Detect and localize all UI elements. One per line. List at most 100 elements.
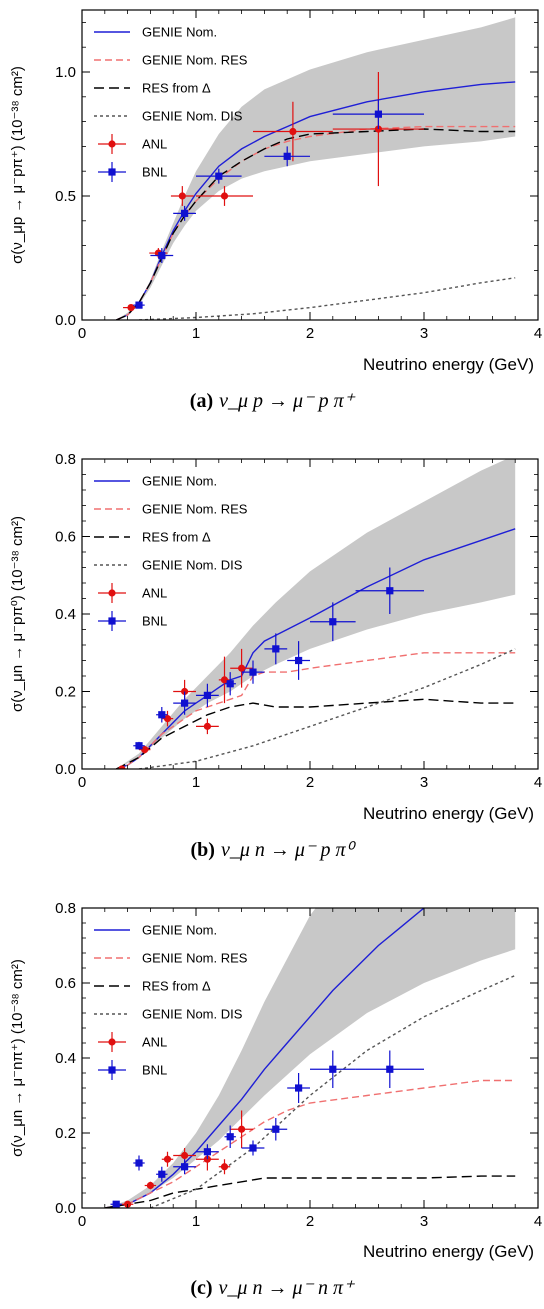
- point-marker: [249, 1144, 257, 1152]
- y-tick-label: 0.0: [55, 1200, 76, 1217]
- x-tick-label: 4: [534, 325, 542, 342]
- anl-point: [170, 186, 194, 206]
- point-marker: [289, 127, 297, 136]
- point-marker: [135, 742, 143, 750]
- anl-point: [116, 765, 128, 769]
- bnl-point: [355, 567, 424, 614]
- legend-label: ANL: [142, 586, 167, 601]
- y-tick-label: 0.4: [55, 1050, 76, 1067]
- x-tick-label: 3: [420, 774, 428, 791]
- legend-label: RES from Δ: [142, 81, 211, 96]
- point-marker: [181, 1163, 189, 1171]
- legend: GENIE Nom. GENIE Nom. RES RES from Δ GENIE …: [94, 923, 248, 1080]
- point-marker: [163, 1155, 172, 1163]
- x-tick-label: 2: [306, 1213, 314, 1230]
- legend-label: GENIE Nom.: [142, 923, 217, 938]
- panel-b: 0 1 2 3 4 0.0 0.2 0.4 0.6 0.8 Neutrino energy (GeV…: [9, 451, 542, 861]
- legend-label: ANL: [142, 137, 167, 152]
- point-marker: [249, 668, 257, 676]
- point-marker: [158, 1170, 166, 1178]
- panel-a: 0 1 2 3 4 0.0 0.5 1.0 Neutrino energy (GeV) σ(ν_μ…: [9, 9, 542, 412]
- point-marker: [295, 1084, 303, 1092]
- bnl-point: [241, 1140, 265, 1156]
- anl-point: [161, 1151, 174, 1167]
- y-tick-label: 0.4: [55, 606, 76, 623]
- point-marker: [203, 691, 211, 699]
- legend-marker: [108, 589, 116, 597]
- y-tick-label: 0.5: [55, 188, 76, 205]
- point-marker: [181, 699, 189, 707]
- legend-label: GENIE Nom.: [142, 25, 217, 40]
- plot-area: [115, 17, 516, 320]
- caption-reaction: ν_μ n → μ⁻ n π⁺: [219, 1277, 356, 1299]
- y-tick-label: 0.6: [55, 975, 76, 992]
- x-tick-label: 0: [78, 325, 86, 342]
- bnl-point: [133, 741, 145, 750]
- bnl-point: [196, 683, 219, 707]
- anl-point: [196, 718, 219, 735]
- bnl-point: [264, 146, 310, 167]
- legend-marker: [108, 1038, 116, 1046]
- point-marker: [238, 664, 246, 672]
- panel-c: 0 1 2 3 4 0.0 0.2 0.4 0.6 0.8 Neutrino energy (GeV…: [9, 900, 542, 1299]
- legend-marker: [108, 617, 116, 625]
- series-line-1: [115, 652, 516, 769]
- point-marker: [178, 192, 186, 200]
- bnl-point: [355, 1050, 424, 1088]
- y-tick-label: 0.2: [55, 684, 76, 701]
- x-tick-label: 2: [306, 325, 314, 342]
- x-axis-label: Neutrino energy (GeV): [363, 804, 534, 823]
- point-marker: [329, 618, 337, 626]
- bnl-point: [224, 1125, 236, 1148]
- anl-point: [196, 186, 253, 206]
- bnl-point: [110, 1200, 122, 1208]
- y-tick-label: 0.0: [55, 312, 76, 329]
- point-marker: [163, 715, 172, 723]
- bnl-point: [287, 641, 310, 680]
- point-marker: [127, 304, 135, 312]
- anl-point: [144, 1181, 157, 1190]
- x-tick-label: 3: [420, 1213, 428, 1230]
- point-marker: [203, 1148, 211, 1156]
- point-marker: [220, 1163, 229, 1171]
- legend-label: GENIE Nom. RES: [142, 502, 248, 517]
- bnl-point: [196, 168, 242, 184]
- series-line-3: [138, 648, 516, 769]
- legend-label: GENIE Nom. DIS: [142, 558, 243, 573]
- anl-point: [218, 656, 231, 704]
- y-tick-label: 0.8: [55, 451, 76, 468]
- anl-point: [218, 1159, 231, 1175]
- bnl-point: [241, 660, 265, 684]
- x-tick-label: 4: [534, 774, 542, 791]
- point-marker: [135, 1159, 143, 1167]
- point-marker: [295, 656, 303, 665]
- x-axis-label: Neutrino energy (GeV): [363, 1242, 534, 1261]
- y-axis-label: σ(ν_μn → μ⁻nπ⁺) (10⁻³⁸ cm²): [9, 959, 26, 1157]
- bnl-point: [173, 205, 196, 221]
- point-marker: [135, 301, 143, 309]
- legend-label: GENIE Nom. RES: [142, 53, 248, 68]
- caption-reaction: ν_μ n → μ⁻ p π⁰: [221, 839, 357, 861]
- caption-label: (c): [190, 1277, 212, 1299]
- bnl-point: [287, 1073, 310, 1103]
- point-marker: [141, 746, 149, 754]
- point-marker: [112, 1200, 120, 1208]
- legend-label: GENIE Nom. DIS: [142, 1007, 243, 1022]
- point-marker: [158, 711, 166, 719]
- point-marker: [181, 209, 189, 217]
- point-marker: [272, 645, 280, 653]
- uncertainty-band: [116, 459, 516, 769]
- bnl-point: [332, 99, 424, 130]
- bnl-point: [310, 1050, 356, 1088]
- point-marker: [386, 587, 394, 595]
- anl-point: [161, 710, 174, 727]
- bnl-point: [156, 707, 168, 723]
- panel-caption: (b) ν_μ n → μ⁻ p π⁰: [190, 839, 356, 861]
- x-axis-label: Neutrino energy (GeV): [363, 355, 534, 374]
- bnl-point: [173, 1159, 196, 1175]
- point-marker: [215, 172, 223, 180]
- series-line-0: [104, 908, 425, 1208]
- legend-marker: [108, 140, 116, 148]
- legend-label: RES from Δ: [142, 979, 211, 994]
